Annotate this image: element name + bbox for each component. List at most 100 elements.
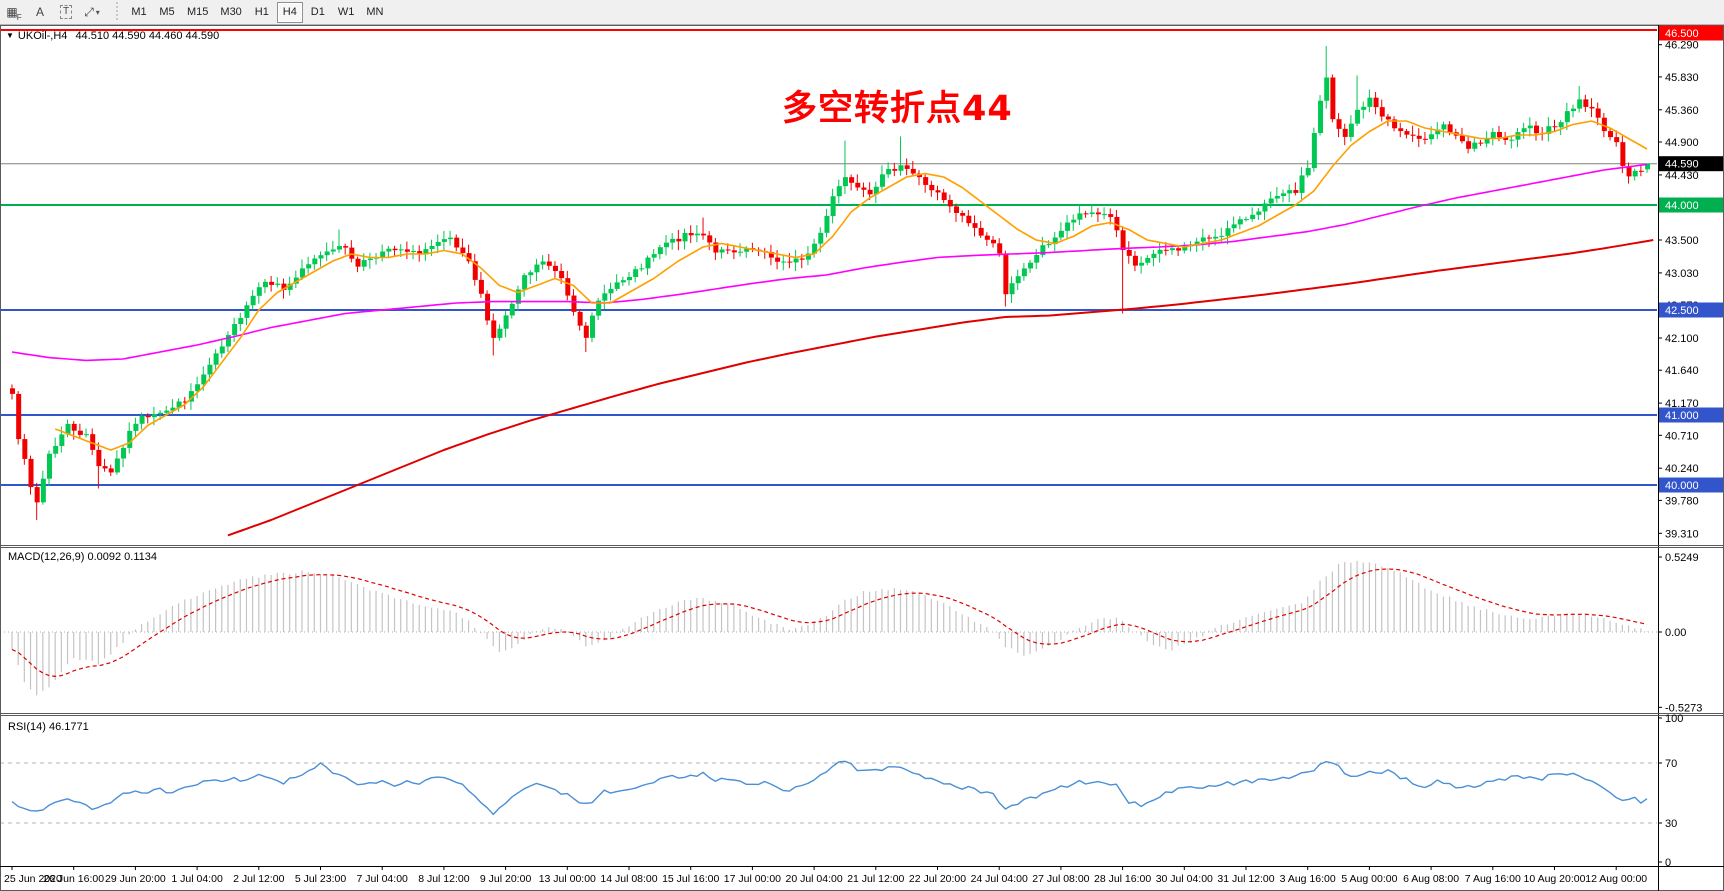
candle-body bbox=[923, 177, 929, 185]
arrows-tool-button[interactable]: ⤢ ▾ bbox=[80, 2, 104, 23]
timeframe-button-D1[interactable]: D1 bbox=[305, 2, 331, 23]
candle-body bbox=[1638, 170, 1644, 172]
rsi-panel[interactable] bbox=[0, 760, 1658, 824]
candle-body bbox=[244, 305, 250, 318]
timeframe-button-M1[interactable]: M1 bbox=[126, 2, 152, 23]
candle-body bbox=[787, 261, 793, 263]
candle-body bbox=[16, 393, 22, 440]
candle-body bbox=[22, 439, 28, 459]
candle-body bbox=[1003, 253, 1009, 295]
candle-body bbox=[713, 242, 719, 253]
candle-body bbox=[552, 265, 558, 271]
candle-body bbox=[108, 468, 114, 473]
price-badge-42.500 bbox=[1659, 302, 1723, 318]
date-label: 2 Jul 12:00 bbox=[233, 873, 285, 885]
candle-body bbox=[417, 251, 423, 255]
price-axis[interactable]: 46.290 45.830 45.360 44.900 44.430 43.500 43.0… bbox=[1658, 25, 1723, 870]
date-label: 9 Jul 20:00 bbox=[480, 873, 532, 885]
candle-body bbox=[1268, 198, 1274, 204]
text-label-tool-button[interactable]: A bbox=[28, 2, 52, 23]
candle-body bbox=[614, 282, 620, 289]
candle-body bbox=[213, 353, 219, 365]
candle-body bbox=[1293, 190, 1299, 193]
candle-body bbox=[960, 212, 966, 216]
candle-body bbox=[355, 258, 361, 267]
macd-tick-label: 0.00 bbox=[1665, 627, 1686, 639]
candle-body bbox=[738, 251, 744, 253]
candle-body bbox=[608, 288, 614, 294]
ma-fast-line bbox=[54, 120, 1648, 451]
candle-body bbox=[966, 215, 972, 224]
text-box-tool-button[interactable]: T bbox=[54, 2, 78, 23]
toolbar-drag-handle[interactable] bbox=[114, 2, 119, 22]
candle-body bbox=[330, 249, 336, 252]
price-tick-label: 39.780 bbox=[1665, 495, 1699, 507]
candle-body bbox=[34, 487, 40, 503]
candle-body bbox=[1274, 196, 1280, 199]
price-tick-label: 39.310 bbox=[1665, 528, 1699, 540]
timeframe-button-H4[interactable]: H4 bbox=[276, 1, 303, 23]
candle-body bbox=[1163, 249, 1169, 251]
candle-body bbox=[1244, 219, 1249, 221]
candle-body bbox=[694, 233, 700, 236]
ohlc-readout: 44.510 44.590 44.460 44.590 bbox=[75, 30, 220, 42]
date-label: 5 Aug 00:00 bbox=[1341, 873, 1397, 885]
timeframe-button-MN[interactable]: MN bbox=[361, 2, 388, 23]
candle-body bbox=[232, 324, 238, 336]
price-tick-label: 40.710 bbox=[1665, 430, 1699, 442]
annotation-text[interactable]: 多空转折点44 bbox=[782, 89, 1013, 129]
candle-body bbox=[1311, 132, 1317, 169]
candle-body bbox=[275, 283, 281, 285]
candle-body bbox=[1527, 125, 1533, 129]
candle-body bbox=[361, 260, 367, 267]
candle-body bbox=[842, 177, 848, 187]
candle-body bbox=[1225, 228, 1231, 236]
candle-body bbox=[1645, 163, 1651, 170]
candle-body bbox=[812, 243, 818, 254]
timeframe-button-M15[interactable]: M15 bbox=[182, 2, 213, 23]
candle-body bbox=[299, 268, 305, 278]
candle-body bbox=[1213, 236, 1219, 239]
timeframe-button-W1[interactable]: W1 bbox=[333, 2, 360, 23]
timeframe-button-M30[interactable]: M30 bbox=[215, 2, 246, 23]
candle-body bbox=[583, 325, 589, 338]
candle-body bbox=[71, 423, 77, 431]
date-label: 22 Jul 20:00 bbox=[909, 873, 966, 885]
date-label: 20 Jul 04:00 bbox=[785, 873, 842, 885]
candle-body bbox=[176, 401, 182, 408]
candle-body bbox=[1379, 107, 1385, 117]
candle-body bbox=[77, 430, 83, 435]
candle-body bbox=[627, 276, 632, 281]
timeframe-button-H1[interactable]: H1 bbox=[249, 2, 275, 23]
candle-body bbox=[1089, 212, 1095, 214]
candle-body bbox=[1287, 190, 1293, 194]
candle-body bbox=[997, 243, 1003, 254]
macd-panel[interactable] bbox=[0, 560, 1658, 696]
fibonacci-tool-button[interactable]: ▦ F bbox=[2, 2, 26, 23]
candle-body bbox=[1336, 119, 1342, 129]
date-label: 26 Jun 16:00 bbox=[43, 873, 104, 885]
candle-body bbox=[1422, 138, 1428, 140]
main-panel[interactable] bbox=[0, 29, 1658, 537]
candle-body bbox=[1472, 142, 1478, 149]
candle-body bbox=[904, 165, 910, 169]
candle-body bbox=[404, 249, 410, 252]
timeframe-button-M5[interactable]: M5 bbox=[154, 2, 180, 23]
candle-body bbox=[343, 246, 349, 248]
candle-body bbox=[540, 261, 546, 265]
candle-body bbox=[466, 253, 472, 262]
candle-body bbox=[1281, 193, 1287, 197]
candle-body bbox=[269, 281, 275, 285]
candle-body bbox=[781, 261, 787, 263]
candle-body bbox=[534, 264, 540, 273]
macd-tick-label: -0.5273 bbox=[1665, 702, 1702, 714]
candle-body bbox=[1367, 97, 1373, 107]
candle-body bbox=[1342, 128, 1348, 137]
candle-body bbox=[1132, 255, 1138, 266]
candle-body bbox=[90, 434, 96, 450]
symbol-dropdown-caret[interactable]: ▼ bbox=[6, 31, 14, 40]
candle-body bbox=[528, 272, 534, 276]
candle-body bbox=[1219, 235, 1225, 237]
